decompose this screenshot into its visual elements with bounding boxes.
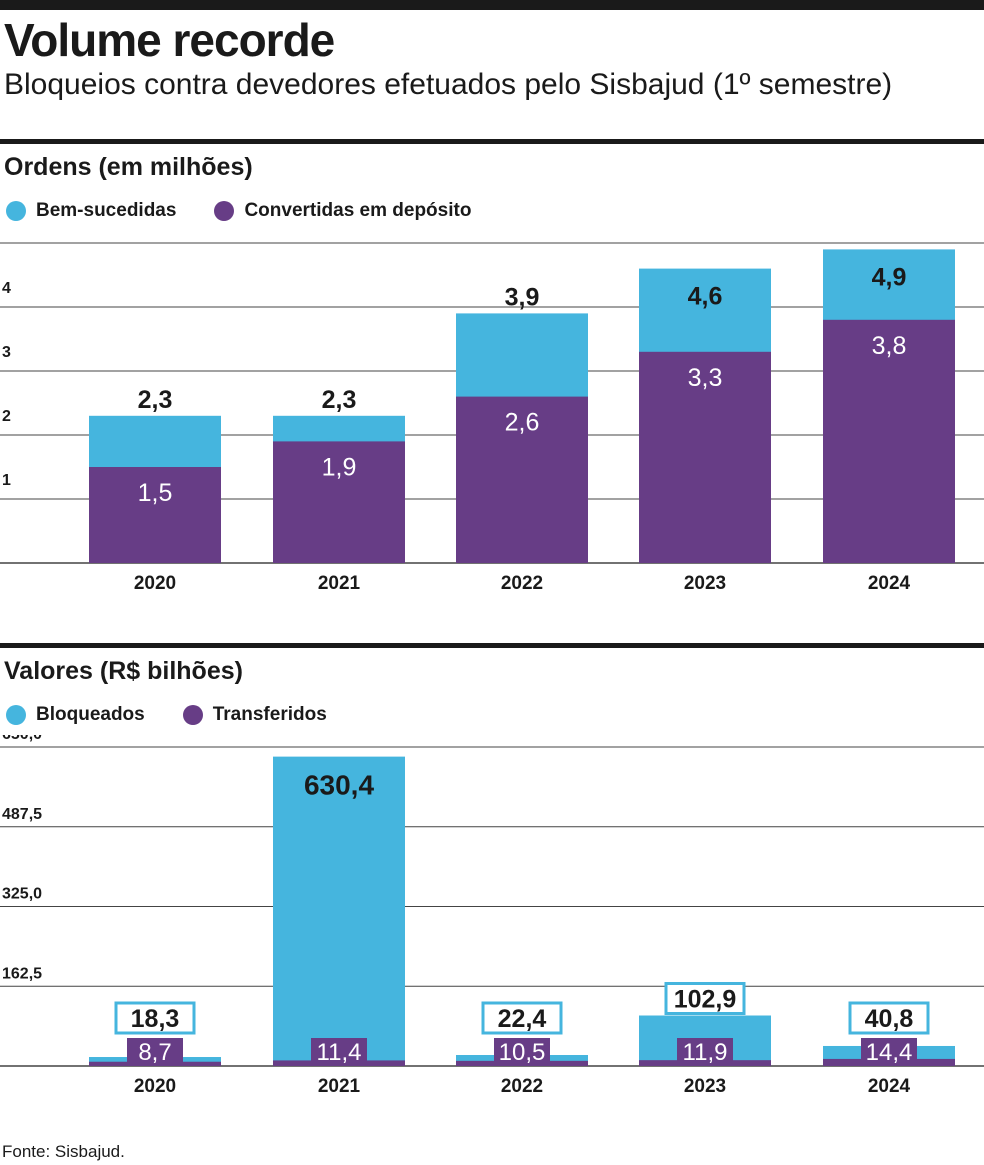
data-label-total: 3,9 bbox=[505, 283, 540, 311]
legend-swatch-light bbox=[6, 201, 26, 221]
data-label-total: 2,3 bbox=[138, 386, 173, 414]
source-note: Fonte: Sisbajud. bbox=[2, 1142, 125, 1161]
data-label-total: 2,3 bbox=[322, 386, 357, 414]
data-label-converted: 1,9 bbox=[322, 453, 357, 481]
y-tick-label: 162,5 bbox=[2, 965, 42, 982]
data-label-bloqueados: 102,9 bbox=[674, 985, 737, 1013]
legend-label: Transferidos bbox=[212, 704, 327, 725]
legend-item-transferidos: Transferidos bbox=[182, 704, 327, 726]
x-tick-label: 2023 bbox=[684, 1076, 726, 1097]
data-label-transferidos: 14,4 bbox=[866, 1039, 913, 1066]
orders-legend: Bem-sucedidas Convertidas em depósito bbox=[6, 200, 509, 222]
chart-title: Volume recorde bbox=[4, 14, 335, 66]
data-label-box-bloqueados bbox=[114, 1001, 196, 1035]
data-label-converted: 3,8 bbox=[872, 332, 907, 360]
bar-convertidas bbox=[273, 441, 405, 563]
data-label-converted: 1,5 bbox=[138, 479, 173, 507]
legend-swatch-light bbox=[6, 705, 26, 725]
data-label-converted: 3,3 bbox=[688, 364, 723, 392]
data-label-transferidos: 10,5 bbox=[499, 1039, 546, 1066]
legend-item-convertidas: Convertidas em depósito bbox=[214, 200, 471, 222]
data-label-bloqueados: 18,3 bbox=[131, 1005, 180, 1033]
data-label-bloqueados: 22,4 bbox=[498, 1005, 547, 1033]
y-tick-label: 325,0 bbox=[2, 886, 42, 903]
values-chart: 162,5 325,0 487,5 650,0 2020 8,7 18,3 2021 11,4 6… bbox=[0, 735, 984, 1097]
bar-convertidas bbox=[639, 351, 771, 563]
data-label-box-bloqueados bbox=[481, 1001, 563, 1035]
bar-convertidas bbox=[823, 319, 955, 563]
data-label-box-transferidos bbox=[127, 1038, 183, 1064]
legend-label: Bloqueados bbox=[36, 704, 145, 725]
section-divider-values bbox=[0, 643, 984, 648]
x-tick-label: 2022 bbox=[501, 573, 543, 594]
section-divider-orders bbox=[0, 139, 984, 144]
data-label-transferidos: 8,7 bbox=[138, 1039, 171, 1066]
y-tick-label: 650,0 bbox=[2, 735, 42, 743]
x-tick-label: 2021 bbox=[318, 1076, 361, 1097]
legend-swatch-dark bbox=[214, 201, 235, 221]
orders-chart: 1 2 3 4 5 2020 2,3 1,5 2021 2,3 1,9 2022 3,9 2,6 2023 4… bbox=[0, 230, 984, 594]
legend-swatch-dark bbox=[182, 705, 203, 725]
data-label-transferidos: 11,9 bbox=[683, 1039, 728, 1066]
x-tick-label: 2020 bbox=[134, 573, 176, 594]
data-label-box-transferidos bbox=[861, 1038, 917, 1064]
data-label-box-bloqueados bbox=[848, 1001, 930, 1035]
values-section-title: Valores (R$ bilhões) bbox=[4, 657, 243, 685]
orders-section-title: Ordens (em milhões) bbox=[4, 153, 253, 181]
data-label-box-transferidos bbox=[311, 1038, 367, 1064]
data-label-transferidos: 11,4 bbox=[317, 1039, 362, 1066]
x-tick-label: 2024 bbox=[868, 1076, 911, 1097]
data-label-total: 4,9 bbox=[872, 263, 907, 291]
x-tick-label: 2022 bbox=[501, 1076, 543, 1097]
bar-convertidas bbox=[456, 396, 588, 563]
x-tick-label: 2024 bbox=[868, 573, 911, 594]
data-label-converted: 2,6 bbox=[505, 409, 540, 437]
data-label-box-transferidos bbox=[677, 1038, 733, 1064]
bar-convertidas bbox=[89, 467, 221, 563]
data-label-bloqueados: 40,8 bbox=[865, 1005, 914, 1033]
top-rule bbox=[0, 0, 984, 10]
data-label-total: 4,6 bbox=[688, 283, 723, 311]
y-tick-label: 5 bbox=[2, 230, 11, 233]
x-tick-label: 2020 bbox=[134, 1076, 176, 1097]
y-tick-label: 487,5 bbox=[2, 806, 42, 823]
x-tick-label: 2023 bbox=[684, 573, 726, 594]
legend-label: Convertidas em depósito bbox=[244, 200, 472, 221]
y-tick-label: 3 bbox=[2, 344, 11, 361]
data-label-box-bloqueados bbox=[664, 981, 746, 1015]
y-tick-label: 2 bbox=[2, 408, 11, 425]
legend-item-bloqueados: Bloqueados bbox=[6, 704, 145, 726]
y-tick-label: 1 bbox=[2, 472, 11, 489]
legend-item-bem-sucedidas: Bem-sucedidas bbox=[6, 200, 176, 222]
data-label-bloqueados: 630,4 bbox=[304, 770, 374, 801]
chart-subtitle: Bloqueios contra devedores efetuados pel… bbox=[4, 68, 893, 101]
x-tick-label: 2021 bbox=[318, 573, 361, 594]
legend-label: Bem-sucedidas bbox=[36, 200, 177, 221]
values-legend: Bloqueados Transferidos bbox=[6, 704, 365, 726]
bar-bloqueados bbox=[273, 756, 405, 1066]
data-label-box-transferidos bbox=[494, 1038, 550, 1064]
y-tick-label: 4 bbox=[2, 280, 11, 297]
